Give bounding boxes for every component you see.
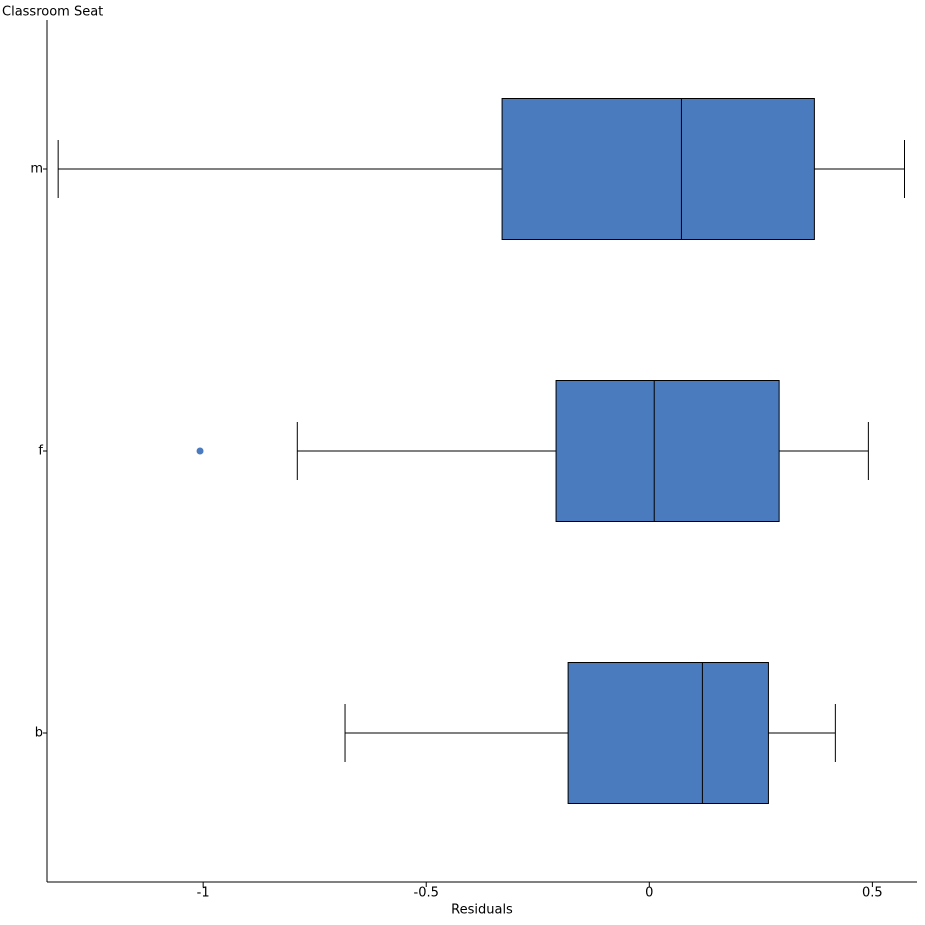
x-axis-title: Residuals (451, 903, 513, 918)
box (567, 662, 769, 804)
x-tick-label: -0.5 (414, 886, 439, 901)
y-tick-label: m (30, 162, 43, 177)
box (555, 380, 780, 522)
outlier (196, 447, 204, 455)
x-tick-label: 0 (645, 886, 653, 901)
box (501, 98, 815, 240)
y-tick-label: f (38, 444, 43, 459)
y-tick-label: b (35, 726, 43, 741)
y-axis-title: Classroom Seat (2, 5, 103, 20)
x-tick-label: 0.5 (862, 886, 883, 901)
x-tick-label: -1 (197, 886, 210, 901)
